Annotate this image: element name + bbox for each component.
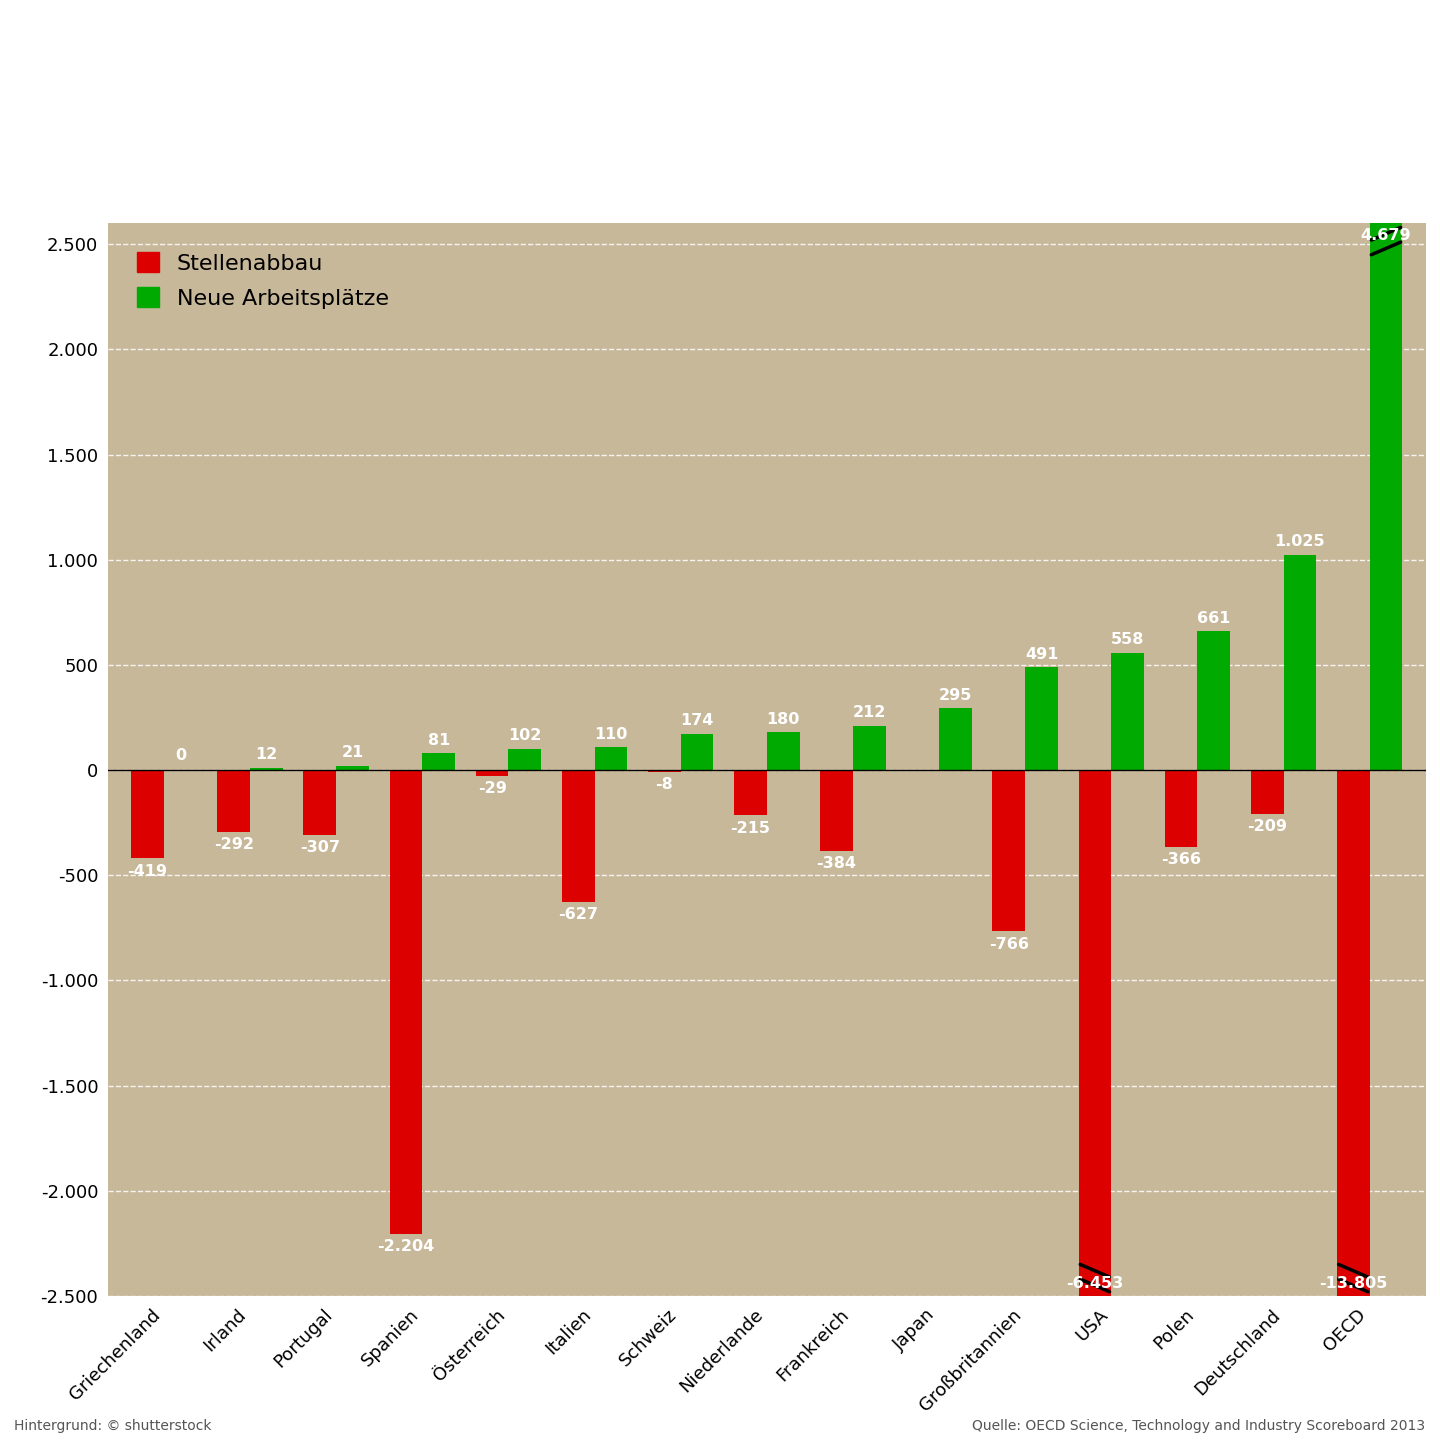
Text: 1.025: 1.025 bbox=[1274, 534, 1325, 549]
Text: -384: -384 bbox=[816, 857, 857, 871]
Bar bbox=[766, 733, 799, 770]
Text: 21: 21 bbox=[341, 746, 364, 760]
Bar bbox=[1283, 554, 1316, 770]
Text: 180: 180 bbox=[766, 711, 799, 727]
Bar bbox=[390, 770, 422, 1234]
Text: -6.453: -6.453 bbox=[1066, 1276, 1123, 1290]
Bar bbox=[1165, 770, 1198, 847]
Bar bbox=[475, 770, 508, 776]
Bar bbox=[1025, 667, 1058, 770]
Bar bbox=[1198, 631, 1230, 770]
Text: 81: 81 bbox=[428, 733, 449, 747]
Text: 110: 110 bbox=[595, 727, 628, 742]
Text: -419: -419 bbox=[128, 864, 167, 878]
Text: Schaffung und Verlust von Arbeitsplätzen, Länderauswahl OECD, in Tausend, 2008-2: Schaffung und Verlust von Arbeitsplätzen… bbox=[108, 148, 1120, 171]
Bar bbox=[217, 770, 251, 831]
Text: 558: 558 bbox=[1110, 632, 1145, 648]
Legend: Stellenabbau, Neue Arbeitsplätze: Stellenabbau, Neue Arbeitsplätze bbox=[120, 235, 406, 327]
Text: -627: -627 bbox=[559, 907, 598, 922]
Text: -2.204: -2.204 bbox=[377, 1238, 435, 1254]
Bar bbox=[508, 749, 541, 770]
Text: ❯: ❯ bbox=[36, 63, 79, 112]
Bar bbox=[562, 770, 595, 901]
Text: -8: -8 bbox=[655, 778, 672, 792]
Text: 102: 102 bbox=[508, 729, 541, 743]
Text: 4.679: 4.679 bbox=[1361, 229, 1411, 243]
Text: 661: 661 bbox=[1197, 611, 1230, 626]
Bar bbox=[422, 753, 455, 770]
Text: ❯: ❯ bbox=[62, 63, 105, 112]
Bar bbox=[131, 770, 164, 858]
Bar bbox=[648, 770, 681, 772]
Text: -766: -766 bbox=[989, 936, 1028, 952]
Bar bbox=[681, 733, 713, 770]
Text: -307: -307 bbox=[300, 840, 340, 855]
Text: 174: 174 bbox=[680, 713, 714, 729]
Bar bbox=[336, 766, 369, 770]
Bar bbox=[595, 747, 628, 770]
Bar bbox=[251, 768, 282, 770]
Text: -29: -29 bbox=[478, 782, 507, 796]
Text: Quelle: OECD Science, Technology and Industry Scoreboard 2013: Quelle: OECD Science, Technology and Ind… bbox=[972, 1418, 1426, 1433]
Text: 491: 491 bbox=[1025, 647, 1058, 661]
Text: Beschäftigungskrise: Beschäftigungskrise bbox=[108, 42, 1034, 122]
Text: ❯: ❯ bbox=[10, 63, 53, 112]
Text: -292: -292 bbox=[213, 837, 253, 852]
Text: 295: 295 bbox=[939, 688, 972, 703]
Text: 12: 12 bbox=[255, 747, 278, 762]
Bar bbox=[992, 770, 1025, 932]
Bar bbox=[1079, 770, 1112, 1296]
Bar bbox=[304, 770, 336, 835]
Text: Hintergrund: © shutterstock: Hintergrund: © shutterstock bbox=[14, 1418, 212, 1433]
Text: -13.805: -13.805 bbox=[1319, 1276, 1388, 1290]
Text: 212: 212 bbox=[852, 706, 886, 720]
Text: -366: -366 bbox=[1161, 852, 1201, 867]
Bar bbox=[821, 770, 852, 851]
Bar bbox=[1369, 223, 1403, 770]
Text: -209: -209 bbox=[1247, 819, 1287, 834]
Text: 0: 0 bbox=[174, 747, 186, 763]
Bar bbox=[939, 708, 972, 770]
Bar bbox=[734, 770, 766, 815]
Text: -215: -215 bbox=[730, 821, 770, 835]
Bar bbox=[852, 726, 886, 770]
Bar bbox=[1251, 770, 1283, 814]
Bar bbox=[1336, 770, 1369, 1296]
Bar bbox=[1112, 652, 1143, 770]
